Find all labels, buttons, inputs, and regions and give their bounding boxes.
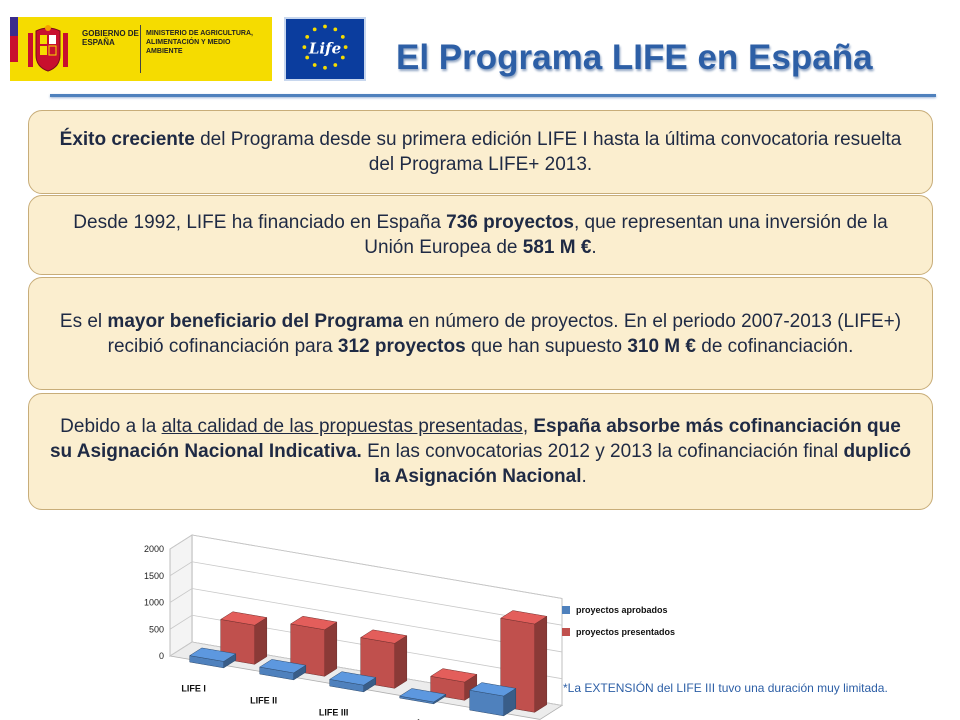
body-text: Es el xyxy=(59,310,108,332)
bar-presentados-side xyxy=(534,615,548,713)
body-text: en número de proyectos. En el periodo 20… xyxy=(107,310,902,357)
flag-stripe xyxy=(10,17,18,81)
body-text: . xyxy=(591,237,597,258)
bar-presentados-top xyxy=(290,615,338,631)
x-tick-label: LIFE II xyxy=(250,696,277,706)
bar-aprobados xyxy=(329,671,377,693)
highlight-text: 736 proyectos xyxy=(446,212,574,233)
bar-aprobados-top xyxy=(469,682,517,697)
info-box-beneficiario: Es el mayor beneficiario del Programa en… xyxy=(28,277,933,390)
bar-aprobados-top xyxy=(259,659,307,674)
bar-presentados-top xyxy=(360,629,408,644)
bar-presentados xyxy=(500,610,548,713)
bar-presentados-side xyxy=(324,621,338,677)
highlight-text: mayor beneficiario del Programa xyxy=(107,310,404,332)
body-text: En las convocatorias 2012 y 2013 la cofi… xyxy=(361,441,844,462)
life-logo-text: Life xyxy=(308,40,341,58)
x-tick-label: LIFE I xyxy=(181,684,206,694)
info-box-calidad: Debido a la alta calidad de las propuest… xyxy=(28,393,933,510)
info-box-text: Debido a la alta calidad de las propuest… xyxy=(47,414,914,489)
body-text: , xyxy=(522,416,534,437)
x-tick-label: LIFE III xyxy=(319,708,349,718)
legend-swatch xyxy=(562,606,570,614)
body-text: Debido a la xyxy=(60,416,162,437)
x-tick-label: EXTENSIÓN* xyxy=(376,719,432,720)
chart-legend: proyectos aprobados proyectos presentados xyxy=(562,605,675,637)
footnote: *La EXTENSIÓN del LIFE III tuvo una dura… xyxy=(563,681,888,695)
logo-separator xyxy=(140,25,141,73)
highlight-text: 312 proyectos xyxy=(337,335,466,357)
legend-swatch xyxy=(562,628,570,636)
legend-label: proyectos aprobados xyxy=(576,605,668,615)
bar-aprobados xyxy=(469,682,517,717)
y-tick-label: 500 xyxy=(149,624,164,634)
info-box-text: Es el mayor beneficiario del Programa en… xyxy=(47,309,914,359)
body-text: del Programa desde su primera edición LI… xyxy=(194,129,902,175)
gridline xyxy=(169,588,563,653)
bar-aprobados xyxy=(189,647,237,669)
bar-presentados-top xyxy=(430,668,478,683)
body-text: de cofinanciación. xyxy=(695,335,854,357)
title-underline xyxy=(50,94,936,97)
y-tick-label: 0 xyxy=(159,651,164,661)
highlight-text: Éxito creciente xyxy=(59,129,195,150)
body-text: . xyxy=(581,466,587,487)
life-eu-logo: Life xyxy=(284,17,366,81)
gridline xyxy=(169,614,563,680)
info-box-financiacion: Desde 1992, LIFE ha financiado en España… xyxy=(28,195,933,275)
bar-aprobados-top xyxy=(329,671,377,686)
body-text: que han supuesto xyxy=(465,335,628,357)
highlight-text: 310 M € xyxy=(627,335,696,357)
bar-presentados-side xyxy=(254,617,268,665)
gobierno-espana-logo: GOBIERNO DE ESPAÑA MINISTERIO DE AGRICUL… xyxy=(10,17,272,81)
info-box-exito: Éxito creciente del Programa desde su pr… xyxy=(28,110,933,194)
projects-bar-chart: 0 500 1000 1500 2000 LIFE I LIFE II LIFE III EXT… xyxy=(144,534,675,720)
page-title: El Programa LIFE en España xyxy=(396,38,873,77)
bar-aprobados xyxy=(259,659,307,681)
info-box-text: Desde 1992, LIFE ha financiado en España… xyxy=(47,210,914,260)
bar-presentados-top xyxy=(220,611,268,626)
bar-aprobados xyxy=(399,688,447,705)
highlight-text: España absorbe más cofinanciación que su… xyxy=(49,416,901,462)
highlight-text: duplicó la Asignación Nacional xyxy=(374,441,912,487)
bar-presentados xyxy=(290,615,338,677)
bar-aprobados-top xyxy=(399,688,447,703)
legend-label: proyectos presentados xyxy=(576,627,675,637)
ministerio-label: MINISTERIO DE AGRICULTURA, ALIMENTACIÓN … xyxy=(146,30,253,55)
bar-aprobados-top xyxy=(189,647,237,662)
gridline xyxy=(169,534,563,599)
y-tick-label: 1500 xyxy=(144,571,164,581)
gobierno-label: GOBIERNO DE ESPAÑA xyxy=(82,29,139,47)
info-box-text: Éxito creciente del Programa desde su pr… xyxy=(47,127,914,177)
y-tick-label: 1000 xyxy=(144,598,164,608)
bar-presentados-side xyxy=(394,635,408,689)
body-text: , que representan una inversión de la Un… xyxy=(364,212,888,258)
underlined-text: alta calidad de las propuestas presentad… xyxy=(161,416,523,437)
bar-presentados-top xyxy=(500,610,548,625)
coat-of-arms-icon xyxy=(28,25,68,72)
bar-presentados xyxy=(360,629,408,689)
body-text: Desde 1992, LIFE ha financiado en España xyxy=(73,212,447,233)
gridline xyxy=(169,561,563,626)
highlight-text: 581 M € xyxy=(522,237,592,258)
y-tick-label: 2000 xyxy=(144,544,164,554)
